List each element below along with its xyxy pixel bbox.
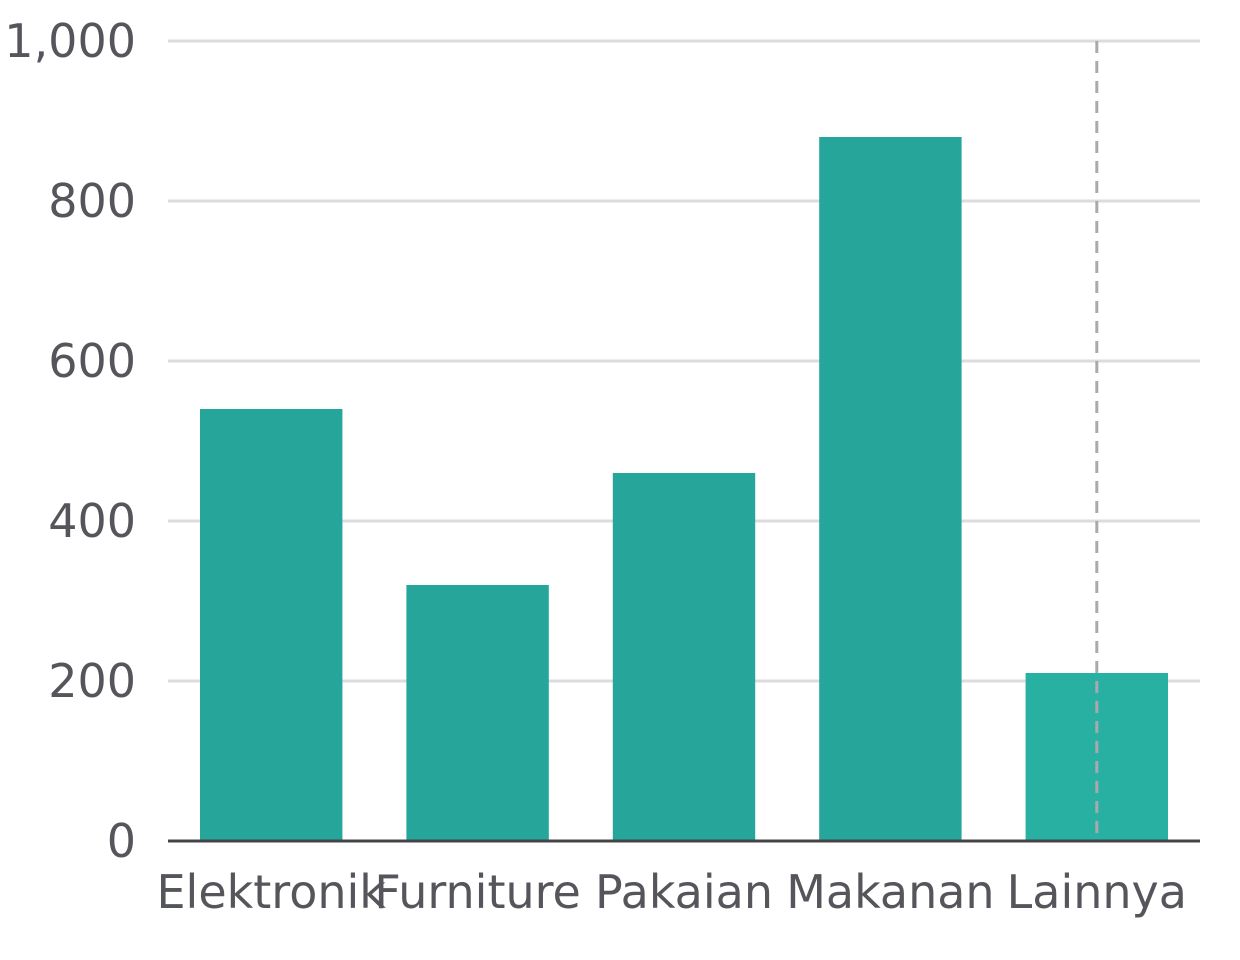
bar-pakaian[interactable]: [612, 473, 756, 841]
x-tick-label: Lainnya: [1007, 865, 1187, 919]
x-tick-label: Elektronik: [156, 865, 386, 919]
y-tick-label: 0: [107, 814, 136, 868]
y-tick-label: 400: [48, 494, 136, 548]
bars: [199, 137, 1169, 841]
y-tick-label: 200: [48, 654, 136, 708]
x-tick-label: Pakaian: [595, 865, 773, 919]
bar-makanan[interactable]: [819, 137, 962, 841]
bar-elektronik[interactable]: [199, 409, 343, 841]
x-tick-label: Furniture: [374, 865, 581, 919]
y-tick-label: 1,000: [4, 14, 136, 68]
y-tick-label: 800: [48, 174, 136, 228]
bar-furniture[interactable]: [406, 585, 549, 841]
bar-lainnya[interactable]: [1025, 673, 1169, 841]
x-tick-label: Makanan: [786, 865, 994, 919]
y-axis-ticks: 0 200 400 600 800 1,000: [4, 14, 136, 868]
y-tick-label: 600: [48, 334, 136, 388]
